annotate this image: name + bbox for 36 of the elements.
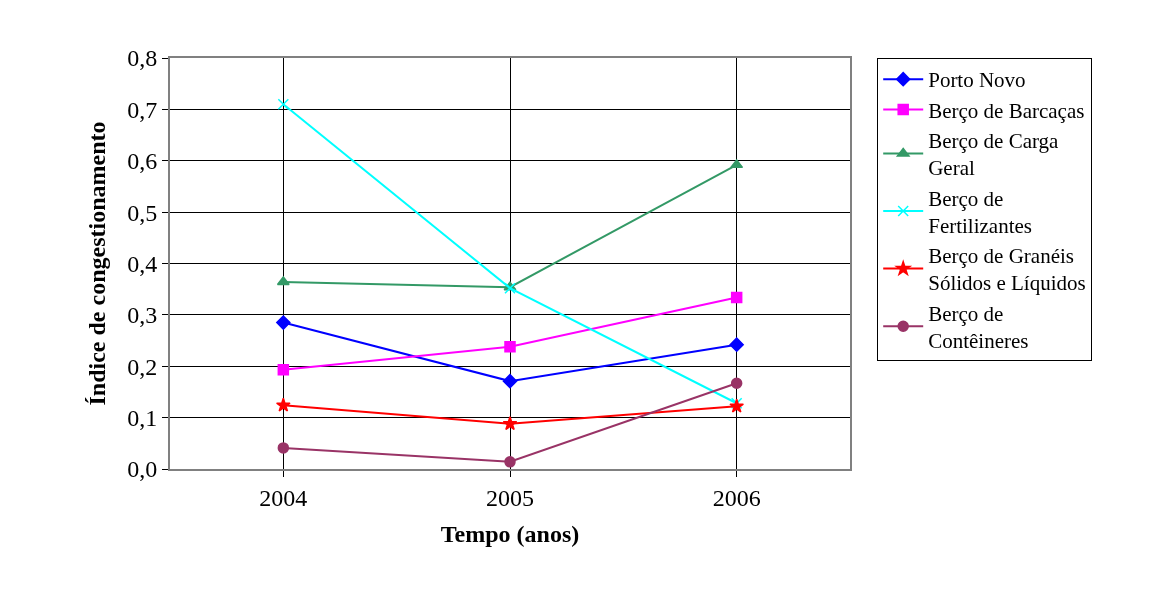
point	[276, 315, 291, 330]
y-tick-label: 0,5	[127, 199, 158, 226]
point	[730, 397, 743, 409]
x-tick-label: 2005	[486, 484, 534, 511]
point	[502, 373, 518, 389]
legend-label: Berço de Contêineres	[928, 301, 1029, 354]
y-axis-title: Índice de congestionamento	[83, 121, 110, 406]
y-tick-label: 0,6	[127, 148, 158, 175]
y-tick-label: 0,2	[127, 353, 158, 380]
x-axis-title: Tempo (anos)	[440, 520, 580, 547]
y-tick-label: 0,4	[127, 250, 158, 277]
point	[275, 397, 291, 412]
legend-label: Porto Novo	[928, 68, 1026, 93]
y-tick-label: 0,3	[127, 302, 158, 329]
legend-label: Berço de Granéis Sólidos e Líquidos	[928, 244, 1086, 296]
y-tick-label: 0,8	[127, 45, 158, 72]
legend-label: Berço de Fertilizantes	[928, 186, 1033, 238]
legend-label: Berço de Carga Geral	[928, 128, 1060, 181]
point	[276, 276, 290, 286]
y-tick-label: 0,0	[127, 456, 158, 483]
point	[277, 98, 290, 110]
y-tick-label: 0,7	[127, 96, 158, 123]
x-tick-label: 2006	[712, 484, 761, 511]
point	[729, 337, 744, 352]
point	[504, 456, 516, 468]
point	[502, 416, 518, 431]
point	[277, 364, 290, 376]
point	[277, 442, 290, 454]
y-tick-label: 0,1	[127, 405, 158, 432]
point	[504, 340, 516, 353]
legend-label: Berço de Barcaças	[928, 98, 1085, 123]
x-tick-label: 2004	[259, 484, 308, 511]
point	[730, 159, 744, 169]
point	[730, 291, 743, 304]
point	[729, 398, 745, 413]
point	[730, 377, 743, 389]
